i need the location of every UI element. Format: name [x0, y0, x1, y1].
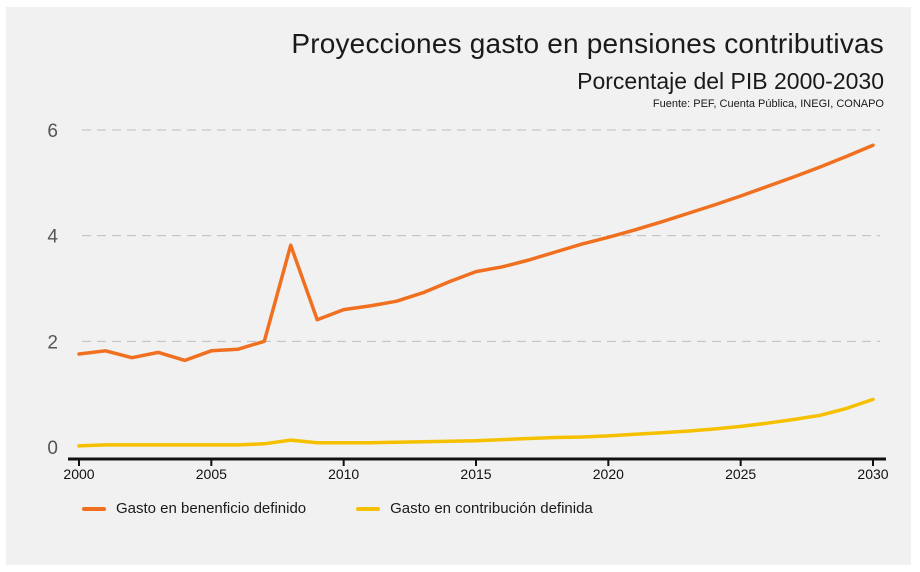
y-axis-ticks: 0 2 4 6 — [47, 121, 58, 459]
chart-frame — [6, 7, 911, 565]
x-tick-label: 2030 — [857, 466, 888, 482]
legend: Gasto en benenficio definido Gasto en co… — [82, 500, 593, 517]
chart-subtitle: Porcentaje del PIB 2000-2030 — [577, 68, 884, 94]
series-lines — [77, 143, 875, 448]
chart-source: Fuente: PEF, Cuenta Pública, INEGI, CONA… — [652, 98, 884, 110]
legend-item-contribucion: Gasto en contribución definida — [356, 500, 593, 517]
y-tick-label: 0 — [47, 438, 58, 459]
x-tick-label: 2005 — [196, 466, 227, 482]
series-line-beneficio-definido — [77, 143, 875, 363]
legend-swatch-contribucion — [356, 506, 381, 511]
x-tick-label: 2020 — [593, 466, 624, 482]
legend-label-beneficio: Gasto en benenficio definido — [116, 500, 307, 517]
x-tick-label: 2015 — [460, 466, 491, 482]
x-axis: 2000 2005 2010 2015 2020 2025 2030 — [63, 457, 889, 482]
x-tick-label: 2000 — [63, 466, 94, 482]
y-tick-label: 4 — [47, 227, 58, 248]
series-line-contribucion-definida — [77, 397, 875, 448]
y-tick-label: 6 — [47, 121, 58, 142]
gridlines — [82, 129, 880, 342]
legend-item-beneficio: Gasto en benenficio definido — [82, 500, 306, 517]
chart-title: Proyecciones gasto en pensiones contribu… — [291, 28, 884, 59]
legend-label-contribucion: Gasto en contribución definida — [390, 500, 593, 517]
y-tick-label: 2 — [47, 332, 58, 353]
x-tick-label: 2025 — [725, 466, 756, 482]
legend-swatch-beneficio — [82, 506, 106, 511]
x-tick-label: 2010 — [328, 466, 359, 482]
